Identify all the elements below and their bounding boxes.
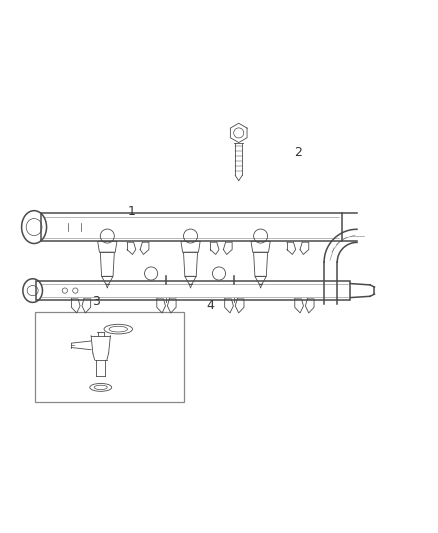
Text: 1: 1 [127,205,135,218]
Text: 3: 3 [92,295,100,308]
Text: 2: 2 [294,146,302,159]
Text: 4: 4 [206,300,214,312]
